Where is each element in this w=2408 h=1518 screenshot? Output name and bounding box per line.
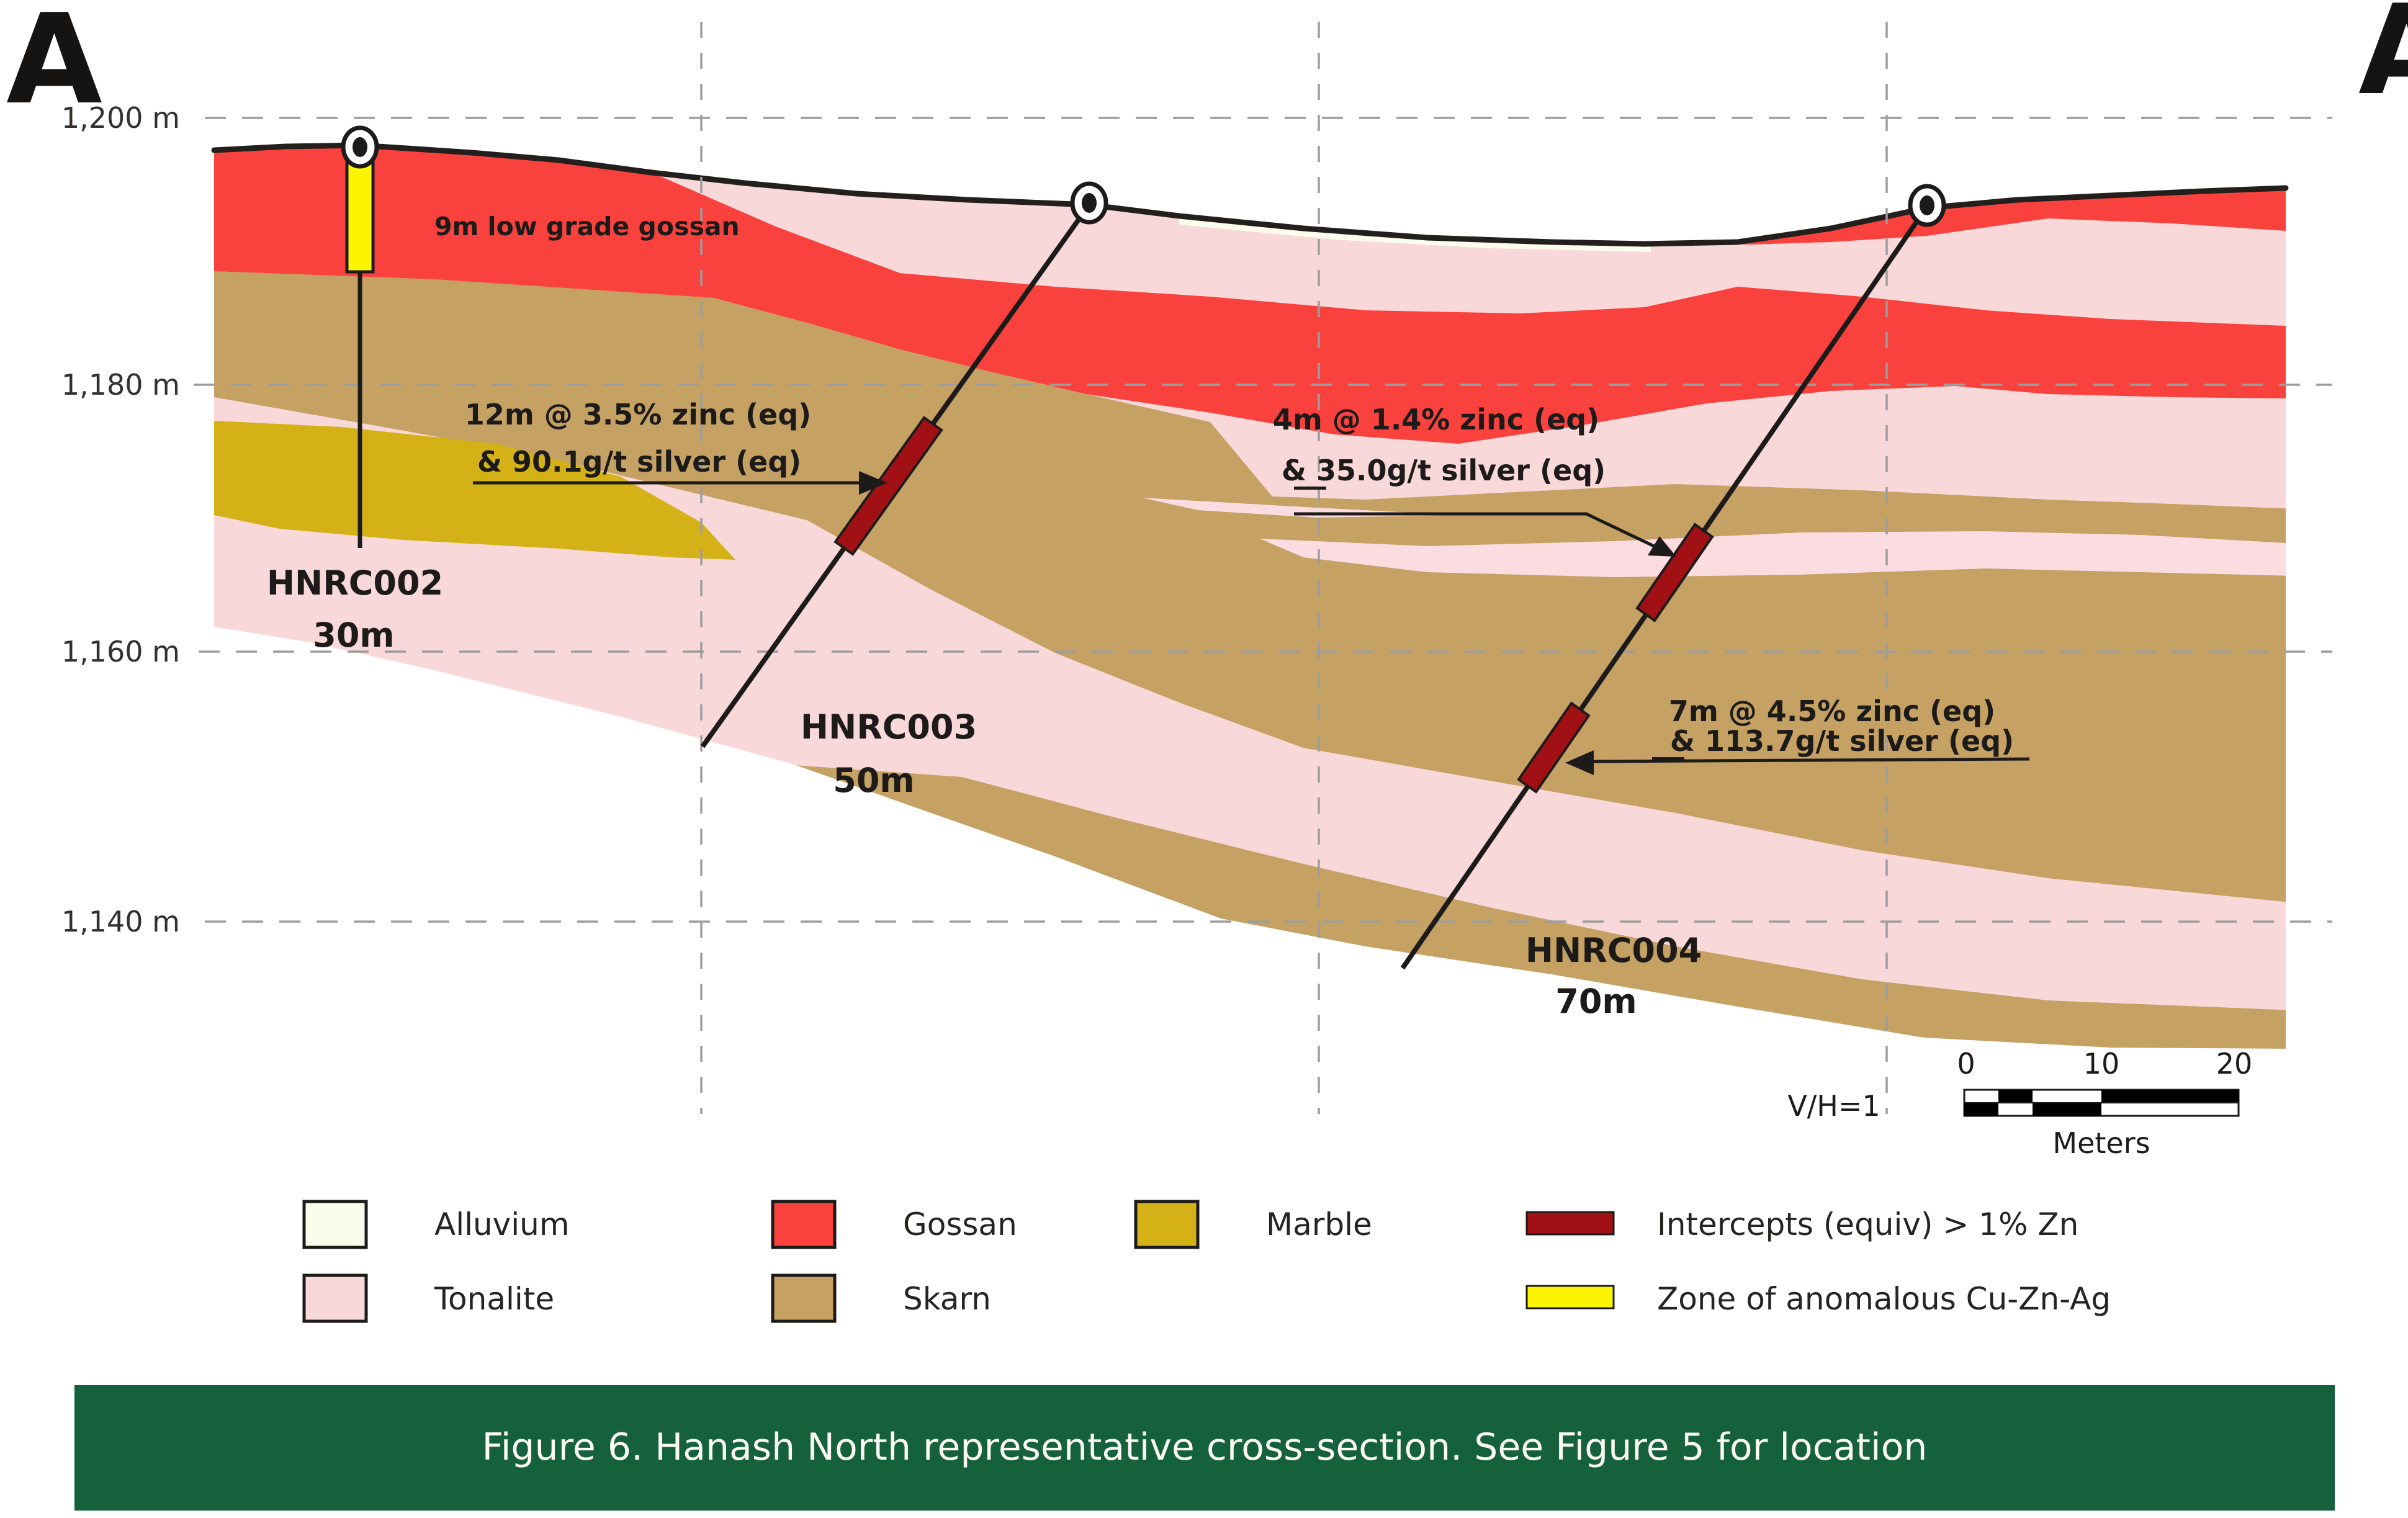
legend-label-gossan: Gossan (903, 1206, 1017, 1242)
legend-label-marble: Marble (1266, 1206, 1372, 1242)
intercept-4m-leader (1294, 512, 1669, 555)
scale-unit-label: Meters (2052, 1126, 2150, 1160)
intercept-4m-line1: 4m @ 1.4% zinc (eq) (1273, 403, 1599, 436)
intercept-12m-bar (833, 416, 943, 556)
hnrc002-depth: 30m (313, 616, 394, 655)
layer-skarn (214, 271, 2286, 903)
layer-tonalite-lens (1260, 531, 2286, 577)
scale-bar-seg (1998, 1090, 2033, 1103)
hnrc004-collar-dot (1920, 195, 1934, 215)
hnrc003-collar-dot (1082, 193, 1097, 213)
drillhole-hnrc004: HNRC004 70m 4m @ 1.4% zinc (eq) & 35.0g/… (1273, 184, 2030, 1021)
intercept-4m-amp-underline (1294, 487, 1326, 490)
intercept-7m-line1: 7m @ 4.5% zinc (eq) (1669, 694, 1995, 728)
gossan-note: 9m low grade gossan (434, 212, 740, 241)
surface-line (211, 142, 2289, 247)
intercept-7m-leader (1588, 757, 2030, 763)
section-label-a: A (6, 0, 102, 132)
legend-swatch-skarn (771, 1273, 837, 1323)
layer-marble (214, 421, 735, 560)
hnrc003-depth: 50m (833, 761, 914, 800)
layer-skarn-bottom-band (794, 765, 2286, 1049)
intercept-4m-bar (1635, 523, 1714, 622)
intercept-7m-line2: & 113.7g/t silver (eq) (1670, 724, 2014, 758)
legend-label-intercepts: Intercepts (equiv) > 1% Zn (1657, 1206, 2078, 1242)
scale-bar: V/H=1 0 10 20 Meters (1787, 1047, 2252, 1160)
drillhole-hnrc002: HNRC002 30m 9m low grade gossan (267, 125, 740, 655)
intercept-12m-arrowhead (859, 471, 887, 495)
hnrc002-name: HNRC002 (267, 564, 443, 603)
hnrc004-depth: 70m (1555, 982, 1637, 1021)
elevation-label-1200: 1,200 m (61, 101, 180, 135)
intercept-7m-bar (1517, 701, 1591, 794)
scale-bar-seg (1964, 1103, 1998, 1116)
legend-label-alluvium: Alluvium (434, 1206, 570, 1242)
caption-background (74, 1385, 2335, 1511)
intercept-12m-line1: 12m @ 3.5% zinc (eq) (465, 398, 811, 431)
intercept-12m-line2: & 90.1g/t silver (eq) (477, 445, 801, 478)
legend-swatch-intercepts (1525, 1211, 1615, 1236)
caption-bar: Figure 6. Hanash North representative cr… (74, 1385, 2335, 1511)
legend-swatch-anomalous-zone (1525, 1285, 1615, 1309)
legend-label-tonalite: Tonalite (434, 1281, 554, 1317)
drillhole-hnrc003: HNRC003 50m 12m @ 3.5% zinc (eq) & 90.1g… (465, 181, 1108, 800)
vh-ratio-label: V/H=1 (1787, 1089, 1880, 1123)
legend-label-skarn: Skarn (903, 1281, 991, 1317)
legend: Alluvium Tonalite Gossan Skarn Marble In… (302, 1200, 2111, 1323)
hnrc004-name: HNRC004 (1525, 931, 1702, 970)
intercept-4m-line2: & 35.0g/t silver (eq) (1282, 454, 1606, 487)
scale-bar-seg (2101, 1090, 2239, 1103)
hnrc003-name: HNRC003 (801, 707, 977, 747)
scale-tick-0: 0 (1957, 1047, 1975, 1080)
intercept-4m-arrowhead (1648, 536, 1676, 557)
section-label-a-prime: A' (2358, 0, 2408, 123)
intercept-7m-amp-underline (1652, 757, 1684, 760)
scale-bar-seg (2033, 1103, 2101, 1116)
legend-swatch-tonalite (302, 1273, 368, 1323)
legend-swatch-alluvium (302, 1200, 368, 1249)
anomalous-zone-bar (345, 152, 375, 274)
elevation-label-1140: 1,140 m (61, 905, 180, 938)
scale-tick-20: 20 (2216, 1047, 2253, 1080)
elevation-label-1160: 1,160 m (61, 635, 180, 668)
legend-swatch-gossan (771, 1200, 837, 1249)
elevation-label-1180: 1,180 m (61, 368, 180, 402)
legend-label-anomalous-zone: Zone of anomalous Cu-Zn-Ag (1657, 1281, 2111, 1317)
hnrc002-collar-dot (353, 137, 367, 157)
legend-swatch-marble (1134, 1200, 1200, 1249)
caption-text: Figure 6. Hanash North representative cr… (482, 1426, 1928, 1469)
scale-tick-10: 10 (2083, 1047, 2120, 1080)
layer-gossan-main (214, 145, 2286, 444)
intercept-7m-arrowhead (1565, 750, 1594, 775)
